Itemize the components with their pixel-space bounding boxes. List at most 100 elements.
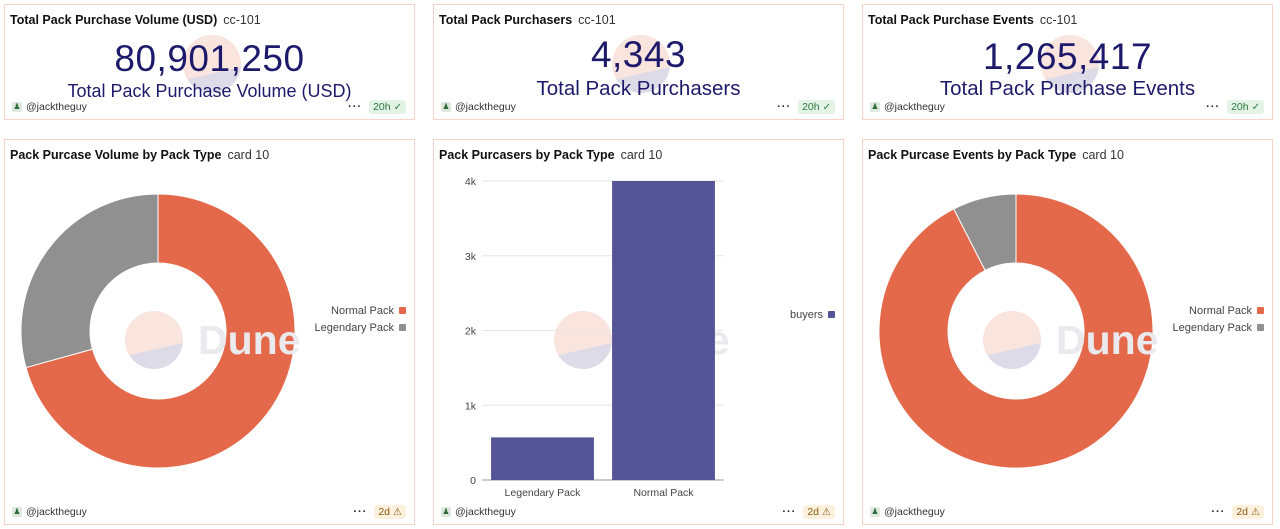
badge-time: 2d (807, 506, 820, 518)
author-link[interactable]: ♟ @jacktheguy (870, 506, 945, 518)
chart-legend: Normal Pack Legendary Pack (314, 302, 406, 336)
card-title-main: Pack Purcase Volume by Pack Type (10, 148, 222, 162)
author-link[interactable]: ♟ @jacktheguy (870, 101, 945, 113)
warning-triangle-icon: ⚠ (393, 506, 402, 518)
dune-watermark-logo (1041, 35, 1099, 93)
badge-time: 20h (373, 101, 391, 113)
refresh-status-badge[interactable]: 20h ✓ (369, 100, 406, 114)
card-title: Total Pack Purchasers cc-101 (439, 13, 616, 27)
author-name: @jacktheguy (26, 101, 87, 113)
avatar: ♟ (12, 102, 22, 112)
counter-value: 4,343 (590, 34, 687, 75)
legend-item[interactable]: Normal Pack (315, 302, 406, 319)
more-dots-icon[interactable]: ··· (353, 506, 368, 518)
card-title-query: cc-101 (223, 13, 261, 27)
card-title-query: card 10 (620, 148, 663, 162)
card-footer-actions: ··· 2d ⚠ (353, 505, 406, 519)
card-footer-actions: ··· 20h ✓ (1206, 100, 1264, 114)
legend-item[interactable]: Normal Pack (1173, 302, 1264, 319)
author-name: @jacktheguy (26, 506, 87, 518)
check-circle-icon: ✓ (1251, 101, 1260, 113)
refresh-status-badge[interactable]: 2d ⚠ (1232, 505, 1264, 519)
dune-watermark-text: Dune (1056, 317, 1159, 363)
check-circle-icon: ✓ (822, 101, 831, 113)
card-title-main: Total Pack Purchasers (439, 13, 573, 27)
avatar: ♟ (441, 102, 451, 112)
counter-value: 1,265,417 (982, 36, 1153, 77)
legend-swatch (1257, 324, 1264, 331)
more-dots-icon[interactable]: ··· (777, 101, 792, 113)
refresh-status-badge[interactable]: 20h ✓ (798, 100, 835, 114)
card-title: Pack Purcase Events by Pack Type card 10 (868, 148, 1124, 162)
avatar: ♟ (441, 507, 451, 517)
card-title-query: cc-101 (578, 13, 616, 27)
y-tick-label: 3k (465, 251, 477, 263)
author-link[interactable]: ♟ @jacktheguy (441, 506, 516, 518)
more-dots-icon[interactable]: ··· (348, 101, 363, 113)
bar-chart: 0 1k 2k 3k 4k Legendary Pack Normal Pack (465, 176, 724, 499)
refresh-status-badge[interactable]: 2d ⚠ (803, 505, 835, 519)
legend-label: buyers (789, 308, 823, 321)
x-tick-label: Normal Pack (633, 487, 694, 499)
author-link[interactable]: ♟ @jacktheguy (12, 101, 87, 113)
legend-swatch (399, 324, 406, 331)
counter-card-volume: Total Pack Purchase Volume (USD) cc-101 8… (4, 4, 415, 120)
pie-slice-legendary-pack[interactable] (20, 193, 159, 369)
legend-item[interactable]: Legendary Pack (1173, 319, 1264, 336)
card-title-main: Total Pack Purchase Events (868, 13, 1034, 27)
card-title: Pack Purcase Volume by Pack Type card 10 (10, 148, 269, 162)
chart-card-events-by-pack: Pack Purcase Events by Pack Type card 10 … (862, 139, 1273, 525)
legend-label: Normal Pack (331, 304, 394, 317)
more-dots-icon[interactable]: ··· (1211, 506, 1226, 518)
author-name: @jacktheguy (884, 506, 945, 518)
counter-label: Total Pack Purchase Volume (USD) (67, 81, 352, 101)
y-tick-label: 1k (465, 400, 477, 412)
card-footer-actions: ··· 20h ✓ (777, 100, 835, 114)
pie-slice-normal-pack[interactable] (25, 193, 296, 469)
author-link[interactable]: ♟ @jacktheguy (441, 101, 516, 113)
badge-time: 20h (1231, 101, 1249, 113)
card-title: Total Pack Purchase Volume (USD) cc-101 (10, 13, 261, 27)
counter-card-purchasers: Total Pack Purchasers cc-101 4,343 Total … (433, 4, 844, 120)
dune-watermark-text: Dune (198, 317, 301, 363)
avatar: ♟ (870, 507, 880, 517)
more-dots-icon[interactable]: ··· (1206, 101, 1221, 113)
badge-time: 2d (1236, 506, 1249, 518)
legend-label: Normal Pack (1189, 304, 1252, 317)
legend-item[interactable]: Legendary Pack (314, 319, 406, 336)
legend-item[interactable]: buyers (790, 306, 835, 323)
legend-swatch (828, 311, 835, 318)
author-name: @jacktheguy (455, 506, 516, 518)
pie-slice-normal-pack[interactable] (878, 193, 1154, 469)
y-tick-label: 4k (465, 176, 477, 188)
pie-slice-legendary-pack[interactable] (953, 193, 1017, 272)
card-title-main: Pack Purcasers by Pack Type (439, 148, 615, 162)
bar-legendary-pack[interactable] (491, 437, 594, 480)
dune-watermark-logo (183, 35, 241, 93)
card-title-query: card 10 (1082, 148, 1124, 162)
refresh-status-badge[interactable]: 20h ✓ (1227, 100, 1264, 114)
counter-label: Total Pack Purchasers (536, 77, 741, 100)
card-footer-actions: ··· 20h ✓ (348, 100, 406, 114)
check-circle-icon: ✓ (393, 101, 402, 113)
chart-legend: buyers (790, 306, 835, 323)
card-title-query: card 10 (227, 148, 270, 162)
card-title: Total Pack Purchase Events cc-101 (868, 13, 1077, 27)
warning-triangle-icon: ⚠ (822, 506, 831, 518)
bar-normal-pack[interactable] (612, 181, 715, 480)
refresh-status-badge[interactable]: 2d ⚠ (374, 505, 406, 519)
warning-triangle-icon: ⚠ (1251, 506, 1260, 518)
dune-watermark-logo (125, 311, 183, 369)
legend-label: Legendary Pack (314, 321, 395, 334)
counter-value: 80,901,250 (114, 38, 305, 79)
author-link[interactable]: ♟ @jacktheguy (12, 506, 87, 518)
counter-label: Total Pack Purchase Events (939, 77, 1196, 100)
badge-time: 20h (802, 101, 820, 113)
badge-time: 2d (378, 506, 391, 518)
card-title-main: Total Pack Purchase Volume (USD) (10, 13, 218, 27)
counter-card-events: Total Pack Purchase Events cc-101 1,265,4… (862, 4, 1273, 120)
card-title: Pack Purcasers by Pack Type card 10 (439, 148, 662, 162)
chart-legend: Normal Pack Legendary Pack (1173, 302, 1264, 336)
more-dots-icon[interactable]: ··· (782, 506, 797, 518)
